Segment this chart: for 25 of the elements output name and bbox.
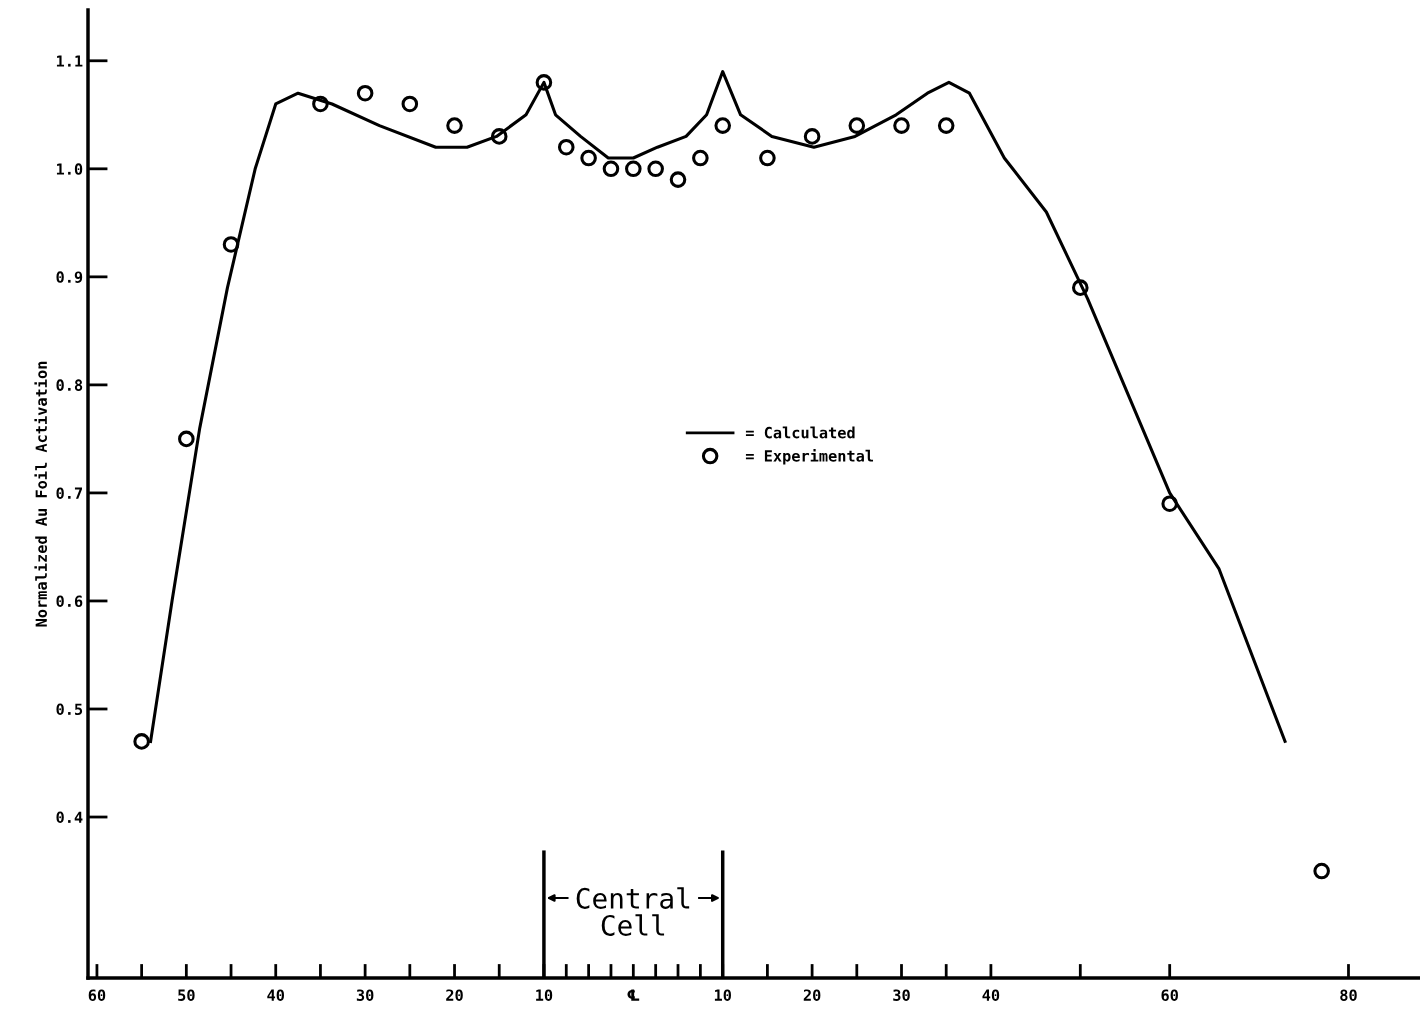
annotation: Central Cell <box>576 887 690 936</box>
y-tick-label: 0.5 <box>56 703 83 716</box>
y-tick-label: 0.8 <box>56 379 83 391</box>
x-tick-label: 10 <box>536 989 553 1001</box>
legend-label: = Experimental <box>745 449 874 465</box>
x-tick-label: 30 <box>356 989 374 1001</box>
legend-label: = Calculated <box>745 426 855 439</box>
x-tick-label: 80 <box>1340 989 1357 1001</box>
x-tick-label: 40 <box>982 989 1000 1001</box>
x-tick-label: 10 <box>714 989 731 1001</box>
x-tick-label: 60 <box>88 989 106 1001</box>
x-tick-label: 20 <box>446 989 463 1001</box>
y-axis-title: Normalized Au Foil Activation <box>34 361 48 627</box>
y-tick-label: 0.7 <box>56 487 82 499</box>
x-tick-label: 60 <box>1161 989 1178 1001</box>
y-tick-label: 0.9 <box>56 271 83 283</box>
x-tick-label: 40 <box>267 989 285 1001</box>
x-tick-label: 30 <box>893 989 910 1001</box>
y-tick-label: 1.1 <box>56 55 83 67</box>
x-tick-label: 20 <box>803 989 821 1001</box>
y-tick-label: 0.4 <box>56 811 83 824</box>
x-tick-label: ℄ <box>627 989 640 1001</box>
y-tick-label: 1.0 <box>56 163 83 175</box>
y-tick-label: 0.6 <box>56 595 83 607</box>
x-tick-label: 50 <box>178 989 195 1001</box>
